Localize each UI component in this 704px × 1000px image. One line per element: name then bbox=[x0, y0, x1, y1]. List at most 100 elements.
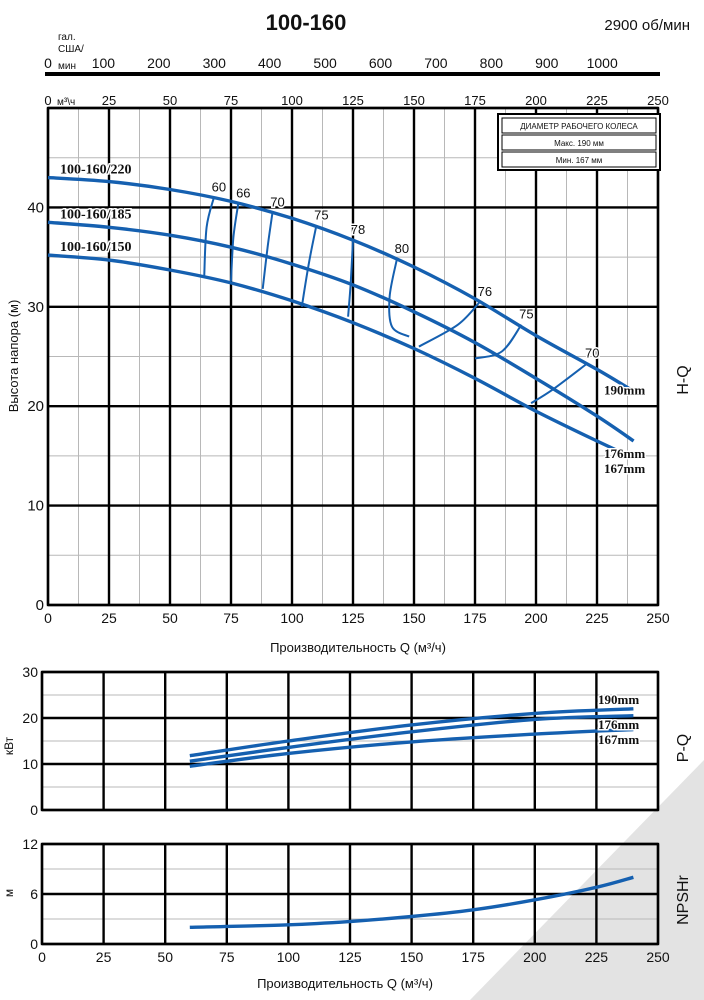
model-title: 100-160 bbox=[266, 10, 347, 35]
y-tick-label: 12 bbox=[22, 836, 38, 852]
x-tick-label: 0 bbox=[44, 610, 52, 626]
y-tick-label: 10 bbox=[27, 498, 44, 515]
x-tick-label: 225 bbox=[585, 949, 609, 965]
legend-min: Мин. 167 мм bbox=[556, 156, 603, 165]
m3h-tick-label: 25 bbox=[102, 93, 116, 108]
legend-title: ДИАМЕТР РАБОЧЕГО КОЛЕСА bbox=[520, 122, 638, 131]
y-tick-label: 0 bbox=[30, 936, 38, 952]
efficiency-label: 80 bbox=[395, 241, 409, 256]
pq-series-label: 176mm bbox=[598, 717, 639, 732]
hq-series-label: 176mm bbox=[604, 446, 645, 461]
efficiency-contour-80 bbox=[388, 258, 410, 338]
m3h-tick-label: 50 bbox=[163, 93, 177, 108]
efficiency-contour-60 bbox=[203, 197, 215, 278]
x-tick-label: 125 bbox=[341, 610, 365, 626]
hq-series-label: 190mm bbox=[604, 382, 645, 397]
gal-tick-label: 500 bbox=[313, 55, 337, 71]
m3h-tick-label: 150 bbox=[403, 93, 425, 108]
efficiency-contour-75 bbox=[300, 225, 318, 307]
x-tick-label: 100 bbox=[280, 610, 304, 626]
hq-panel: 0 10 20 30 40 0 25 50 75 100 125 150 175 200 225 250 60 6… bbox=[6, 106, 692, 655]
x-tick-label: 100 bbox=[277, 949, 301, 965]
gal-tick-label: 400 bbox=[258, 55, 282, 71]
hq-x-axis-label: Производительность Q (м³/ч) bbox=[270, 640, 446, 655]
m3h-tick-label: 225 bbox=[586, 93, 608, 108]
efficiency-label: 75 bbox=[519, 307, 533, 322]
m3h-tick-label: 250 bbox=[647, 93, 669, 108]
efficiency-contour-76 bbox=[418, 301, 481, 348]
x-tick-label: 125 bbox=[338, 949, 362, 965]
x-tick-label: 175 bbox=[463, 610, 487, 626]
x-tick-label: 200 bbox=[524, 610, 548, 626]
corner-shade bbox=[470, 760, 704, 1000]
efficiency-label: 70 bbox=[585, 345, 599, 360]
gal-tick-label: 300 bbox=[203, 55, 227, 71]
hq-curve-167mm bbox=[47, 253, 635, 460]
hq-curve-176mm bbox=[47, 220, 635, 443]
x-tick-label: 25 bbox=[101, 610, 117, 626]
hq-curve-label-left: 100-160/185 bbox=[60, 207, 132, 222]
efficiency-contour-66 bbox=[230, 203, 240, 282]
gal-tick-label: 600 bbox=[369, 55, 393, 71]
gal-tick-label: 1000 bbox=[587, 55, 618, 71]
m3h-tick-label: 175 bbox=[464, 93, 486, 108]
speed-label: 2900 об/мин bbox=[604, 17, 690, 34]
m3h-tick-label: 75 bbox=[224, 93, 238, 108]
y-tick-label: 0 bbox=[36, 597, 44, 614]
gal-unit-line1: гал. bbox=[58, 32, 76, 43]
gal-unit-line3: мин bbox=[58, 61, 76, 72]
gal-tick-label: 800 bbox=[480, 55, 504, 71]
efficiency-label: 75 bbox=[314, 207, 328, 222]
x-tick-label: 175 bbox=[462, 949, 486, 965]
y-tick-label: 10 bbox=[22, 756, 38, 772]
pq-curve-190mm bbox=[189, 707, 634, 758]
efficiency-label: 60 bbox=[212, 179, 226, 194]
plot-frame bbox=[40, 842, 660, 946]
efficiency-label: 76 bbox=[478, 284, 492, 299]
legend-max: Макс. 190 мм bbox=[554, 139, 604, 148]
pq-y-axis-label: кВт bbox=[2, 736, 16, 755]
gal-axis: 0 100 200 300 400 500 600 700 800 900 1000 bbox=[44, 55, 660, 76]
plot-frame bbox=[46, 106, 660, 607]
y-tick-label: 30 bbox=[27, 299, 44, 316]
npsh-side-label: NPSHr bbox=[675, 874, 692, 924]
efficiency-contour-75 bbox=[474, 324, 523, 360]
plot-frame bbox=[40, 670, 660, 812]
x-tick-label: 50 bbox=[157, 949, 173, 965]
hq-series-label: 167mm bbox=[604, 461, 645, 476]
m3h-unit: м³\ч bbox=[57, 97, 75, 108]
x-tick-label: 250 bbox=[646, 949, 670, 965]
npsh-panel: 0 6 12 0 25 50 75 100 125 150 175 200 225 250 м Произво… bbox=[2, 836, 692, 991]
y-tick-label: 40 bbox=[27, 199, 44, 216]
gal-unit-line2: США/ bbox=[58, 44, 84, 55]
y-tick-label: 20 bbox=[22, 710, 38, 726]
efficiency-label: 70 bbox=[270, 194, 284, 209]
pq-curve-176mm bbox=[189, 714, 634, 763]
x-tick-label: 150 bbox=[402, 610, 426, 626]
y-tick-label: 0 bbox=[30, 802, 38, 818]
pq-side-label: P-Q bbox=[675, 734, 692, 762]
gal-tick-label: 900 bbox=[535, 55, 559, 71]
m3h-tick-label: 0 bbox=[44, 93, 51, 108]
x-tick-label: 200 bbox=[523, 949, 547, 965]
pq-series-label: 190mm bbox=[598, 692, 639, 707]
npsh-x-axis-label: Производительность Q (м³/ч) bbox=[257, 976, 433, 991]
x-tick-label: 50 bbox=[162, 610, 178, 626]
x-tick-label: 225 bbox=[585, 610, 609, 626]
x-tick-label: 150 bbox=[400, 949, 424, 965]
m3h-tick-label: 100 bbox=[281, 93, 303, 108]
y-tick-label: 30 bbox=[22, 664, 38, 680]
y-tick-label: 20 bbox=[27, 398, 44, 415]
m3h-tick-label: 125 bbox=[342, 93, 364, 108]
m3h-tick-label: 200 bbox=[525, 93, 547, 108]
x-tick-label: 25 bbox=[96, 949, 112, 965]
hq-side-label: H-Q bbox=[675, 365, 692, 394]
gal-tick-label: 700 bbox=[424, 55, 448, 71]
gal-tick-label: 100 bbox=[92, 55, 116, 71]
gal-tick-label: 0 bbox=[44, 55, 52, 71]
x-tick-label: 250 bbox=[646, 610, 670, 626]
npsh-curve bbox=[189, 875, 634, 929]
